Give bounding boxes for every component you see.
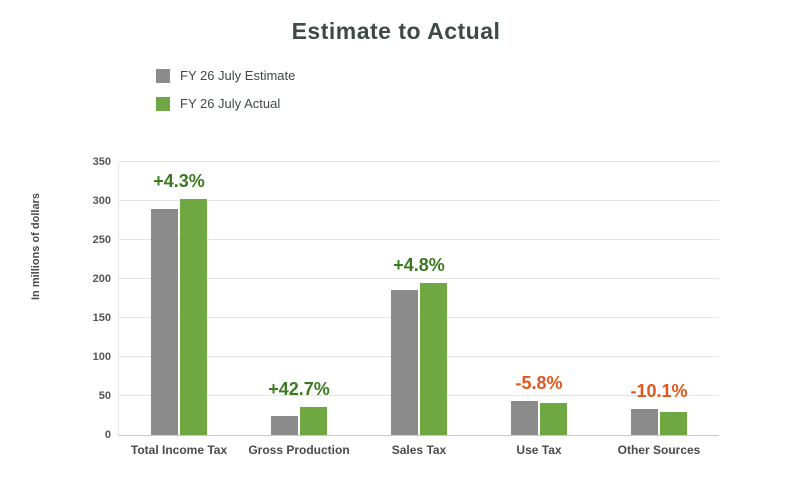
y-tick-label: 50: [98, 390, 111, 402]
y-axis-title: In millions of dollars: [30, 193, 42, 300]
y-tick-label: 200: [92, 273, 111, 285]
bar: [420, 282, 447, 435]
x-category-label: Other Sources: [617, 443, 701, 457]
percent-change-label: +42.7%: [268, 378, 330, 399]
percent-change-label: -5.8%: [515, 373, 563, 394]
y-tick-label: 0: [104, 429, 111, 441]
bar: [180, 199, 207, 435]
bar: [631, 409, 658, 435]
bar: [300, 406, 327, 435]
percent-change-label: +4.8%: [393, 254, 445, 275]
bar: [151, 208, 178, 435]
bar: [660, 411, 687, 435]
gridline: [119, 200, 719, 201]
legend-item-actual: FY 26 July Actual: [156, 96, 295, 111]
bar-pair: [271, 406, 327, 435]
x-category-label: Sales Tax: [391, 443, 447, 457]
y-tick-label: 350: [92, 156, 111, 168]
gridline: [119, 278, 719, 279]
bar-pair: [391, 282, 447, 435]
y-tick-label: 250: [92, 234, 111, 246]
bar-group: +4.8% Sales Tax: [359, 162, 479, 457]
plot-area: 0 50 100 150 200 250 300 350 +4.3% Total Income T…: [93, 156, 719, 457]
bar: [511, 401, 538, 435]
legend-label-estimate: FY 26 July Estimate: [180, 68, 296, 83]
gridline: [119, 356, 719, 357]
bar-pair: [511, 401, 567, 435]
y-tick-label: 150: [92, 312, 111, 324]
gridline: [119, 317, 719, 318]
gridline: [119, 239, 719, 240]
percent-change-label: -10.1%: [630, 381, 688, 402]
x-category-label: Total Income Tax: [130, 443, 228, 457]
bar-pair: [631, 409, 687, 435]
gridline: [119, 161, 719, 162]
chart-title: Estimate to Actual: [291, 18, 501, 44]
legend-label-actual: FY 26 July Actual: [180, 96, 281, 111]
percent-change-label: +4.3%: [153, 171, 205, 192]
bar-group: -10.1% Other Sources: [599, 162, 719, 457]
bar-group: +4.3% Total Income Tax: [119, 162, 239, 457]
bar-group: +42.7% Gross Production: [239, 162, 359, 457]
gridline: [119, 395, 719, 396]
bar-pair: [151, 199, 207, 435]
bar: [271, 415, 298, 435]
x-category-label: Use Tax: [516, 443, 562, 457]
chart-legend: FY 26 July Estimate FY 26 July Actual: [156, 68, 295, 111]
y-tick-label: 300: [92, 195, 111, 207]
bar-group: -5.8% Use Tax: [479, 162, 599, 457]
legend-item-estimate: FY 26 July Estimate: [156, 68, 295, 83]
y-tick-label: 100: [92, 351, 111, 363]
x-category-label: Gross Production: [248, 443, 350, 457]
actual-swatch-icon: [156, 96, 170, 111]
bar: [391, 289, 418, 435]
bar: [540, 403, 567, 435]
estimate-swatch-icon: [156, 68, 170, 83]
